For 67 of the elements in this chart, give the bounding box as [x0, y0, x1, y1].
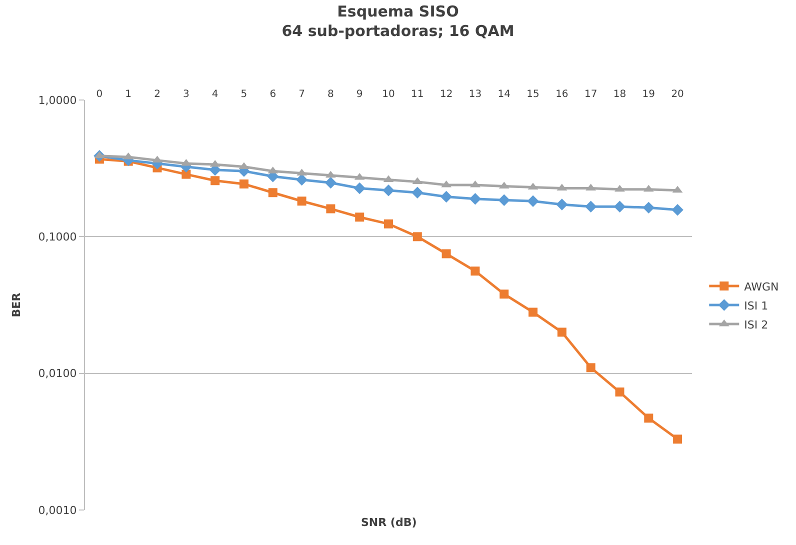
point	[584, 200, 597, 212]
point	[296, 168, 307, 176]
point	[384, 219, 393, 228]
point	[586, 363, 596, 372]
point	[470, 266, 480, 276]
x-tick-label: 3	[182, 89, 190, 100]
point	[615, 388, 624, 397]
x-tick-label: 12	[440, 89, 453, 100]
point	[469, 193, 482, 205]
point	[556, 198, 568, 210]
x-tick-label: 10	[382, 89, 395, 100]
y-axis-title: BER	[10, 292, 23, 318]
point	[614, 200, 626, 212]
legend-label: ISI 2	[744, 318, 768, 332]
point	[268, 188, 278, 198]
x-tick-label: 16	[556, 89, 568, 100]
x-tick-label: 11	[411, 89, 424, 100]
legend-label: ISI 1	[744, 299, 768, 312]
x-tick-label: 14	[498, 89, 510, 100]
x-tick-label: 7	[298, 89, 305, 100]
y-tick-label: 0,1000	[38, 230, 77, 244]
point	[324, 176, 337, 189]
point	[557, 328, 566, 337]
point	[412, 186, 424, 198]
point	[673, 434, 682, 444]
point	[527, 195, 539, 207]
chart-title: Esquema SISO	[337, 2, 459, 20]
x-tick-label: 0	[96, 89, 103, 100]
x-tick-label: 1	[125, 89, 132, 100]
x-tick-label: 18	[613, 89, 626, 100]
point	[182, 170, 191, 179]
point	[210, 176, 220, 186]
point	[672, 204, 684, 216]
x-tick-label: 9	[356, 89, 363, 100]
point	[382, 184, 394, 196]
point	[528, 308, 538, 317]
x-tick-label: 17	[584, 89, 598, 100]
point	[355, 212, 364, 222]
x-tick-label: 15	[526, 89, 540, 100]
x-tick-label: 8	[328, 89, 334, 100]
y-tick-label: 0,0010	[38, 504, 77, 517]
point	[297, 196, 306, 206]
point	[412, 232, 422, 242]
y-tick-label: 0,0100	[38, 367, 77, 380]
point	[498, 194, 510, 206]
x-tick-label: 19	[642, 89, 656, 100]
x-tick-label: 6	[270, 89, 276, 100]
x-tick-label: 5	[240, 89, 248, 100]
legend-label: AWGN	[744, 280, 779, 294]
x-tick-label: 4	[212, 89, 218, 100]
point	[470, 180, 480, 188]
point	[326, 204, 336, 214]
y-tick-label: 1,0000	[38, 94, 77, 107]
point	[152, 156, 162, 163]
x-tick-label: 13	[468, 89, 482, 100]
x-tick-label: 2	[154, 89, 160, 100]
x-tick-label: 20	[671, 89, 684, 100]
point	[239, 179, 248, 188]
point	[644, 414, 654, 423]
point	[442, 249, 451, 258]
point	[642, 202, 654, 214]
point	[614, 184, 625, 192]
x-axis-title: SNR (dB)	[361, 516, 417, 529]
chart-subtitle: 64 sub-portadoras; 16 QAM	[282, 22, 514, 40]
point	[440, 190, 452, 203]
point	[500, 290, 509, 299]
point	[354, 182, 366, 194]
